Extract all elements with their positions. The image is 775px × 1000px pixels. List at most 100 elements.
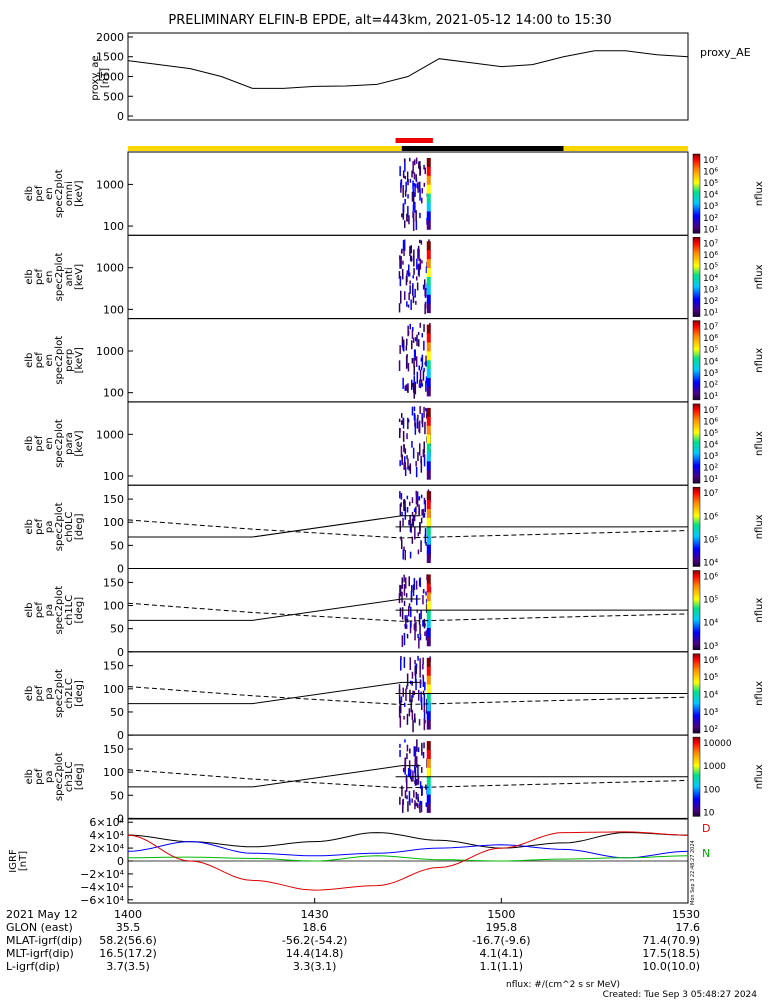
heatmap-band [426, 758, 431, 769]
heatmap-cell [403, 499, 406, 506]
panel-ylabel-line: ch0LC [64, 511, 75, 542]
panel-ylabel-line: pa [44, 604, 55, 616]
heatmap-cell [423, 742, 425, 749]
igrf-ytick-label: 0 [117, 855, 124, 868]
heatmap-cell [406, 506, 409, 513]
heatmap-cell [399, 428, 401, 433]
panel-frame [127, 401, 689, 486]
x-tick-value: 17.6 [676, 921, 701, 934]
heatmap-cell [410, 708, 412, 713]
heatmap-cell [408, 215, 410, 225]
heatmap-band [426, 636, 431, 647]
heatmap-cell [419, 383, 422, 389]
heatmap-cell [422, 595, 424, 605]
heatmap-cell [416, 756, 418, 768]
heatmap-band [426, 610, 431, 620]
panel-ylabel-line: [keV] [74, 347, 85, 373]
heatmap-cell [418, 613, 421, 625]
heatmap-cell [399, 503, 402, 516]
heatmap-cell [404, 291, 406, 301]
heatmap-cell [404, 757, 407, 767]
igrf-legend-d: D [702, 822, 710, 835]
heatmap-band [426, 166, 431, 177]
heatmap-cell [406, 615, 408, 622]
panel-ytick-label: 100 [103, 600, 124, 613]
heatmap-cell [406, 213, 408, 222]
heatmap-cell [412, 189, 414, 193]
colorbar-label: nflux [754, 264, 765, 289]
heatmap-cell [415, 220, 418, 230]
heatmap-cell [412, 337, 415, 343]
heatmap-cell [425, 376, 428, 384]
heatmap-cell [424, 361, 426, 366]
heatmap-cell [401, 213, 403, 218]
heatmap-band [426, 250, 431, 260]
colorbar-tick-label: 10 [703, 808, 715, 818]
heatmap-cell [422, 676, 425, 687]
heatmap-cell [422, 674, 424, 678]
heatmap-cell [414, 526, 416, 540]
heatmap-cell [421, 188, 423, 194]
heatmap-cell [419, 181, 421, 193]
x-tick-value: 4.1(4.1) [480, 947, 524, 960]
panel-ytick-label: 0 [117, 646, 124, 659]
heatmap-cell [399, 750, 401, 757]
heatmap-cell [402, 185, 404, 198]
heatmap-cell [424, 528, 427, 536]
heatmap-band [426, 294, 431, 305]
heatmap-cell [420, 460, 423, 473]
proxy-ae-ytick-label: 1500 [96, 51, 124, 64]
panel-ylabel-line: spec2plot [54, 253, 65, 302]
heatmap-cell [415, 174, 417, 181]
x-tick-value: 3.3(3.1) [293, 960, 337, 973]
heatmap-cell [424, 631, 426, 636]
heatmap-cell [406, 433, 408, 440]
heatmap-cell [404, 456, 406, 467]
heatmap-cell [400, 182, 402, 193]
heatmap-cell [419, 188, 421, 201]
heatmap-cell [417, 764, 419, 777]
igrf-ytick-label: −2×10⁴ [80, 868, 124, 881]
heatmap-cell [399, 796, 401, 805]
heatmap-cell [404, 159, 406, 172]
heatmap-cell [419, 258, 422, 270]
heatmap-band [426, 767, 431, 778]
heatmap-cell [412, 285, 414, 296]
heatmap-cell [426, 707, 428, 714]
heatmap-cell [410, 245, 412, 254]
colorbar-tick-label: 1000 [703, 762, 726, 772]
heatmap-band [426, 416, 431, 427]
heatmap-cell [414, 381, 417, 395]
colorbar-tick-label: 10⁷ [703, 489, 718, 499]
heatmap-cell [409, 514, 411, 524]
heatmap-cell [411, 511, 414, 517]
heatmap-cell [407, 218, 409, 222]
panel-ylabel-line: pef [34, 768, 45, 785]
heatmap-cell [423, 340, 425, 351]
figure-title: PRELIMINARY ELFIN-B EPDE, alt=443km, 202… [168, 13, 611, 28]
heatmap-cell [407, 179, 409, 186]
igrf-series [127, 841, 689, 859]
heatmap-cell [409, 323, 411, 330]
heatmap-cell [408, 603, 411, 608]
heatmap-band [426, 553, 431, 563]
heatmap-cell [421, 767, 423, 773]
colorbar-tick-label: 10⁴ [703, 690, 718, 700]
heatmap-cell [422, 690, 425, 696]
heatmap-cell [400, 445, 403, 458]
colorbar-tick-label: 10² [703, 725, 718, 735]
heatmap-cell [420, 691, 422, 703]
x-tick-value: 14.4(14.8) [286, 947, 344, 960]
heatmap-cell [412, 219, 415, 231]
heatmap-cell [414, 159, 416, 166]
heatmap-cell [417, 774, 419, 785]
heatmap-band [426, 378, 431, 388]
heatmap-cell [400, 420, 403, 425]
colorbar-label: nflux [754, 431, 765, 456]
heatmap-cell [415, 183, 417, 188]
loss-cone-dashed [127, 519, 689, 539]
heatmap-cell [400, 502, 402, 507]
heatmap-cell [410, 777, 413, 782]
heatmap-cell [415, 802, 417, 807]
